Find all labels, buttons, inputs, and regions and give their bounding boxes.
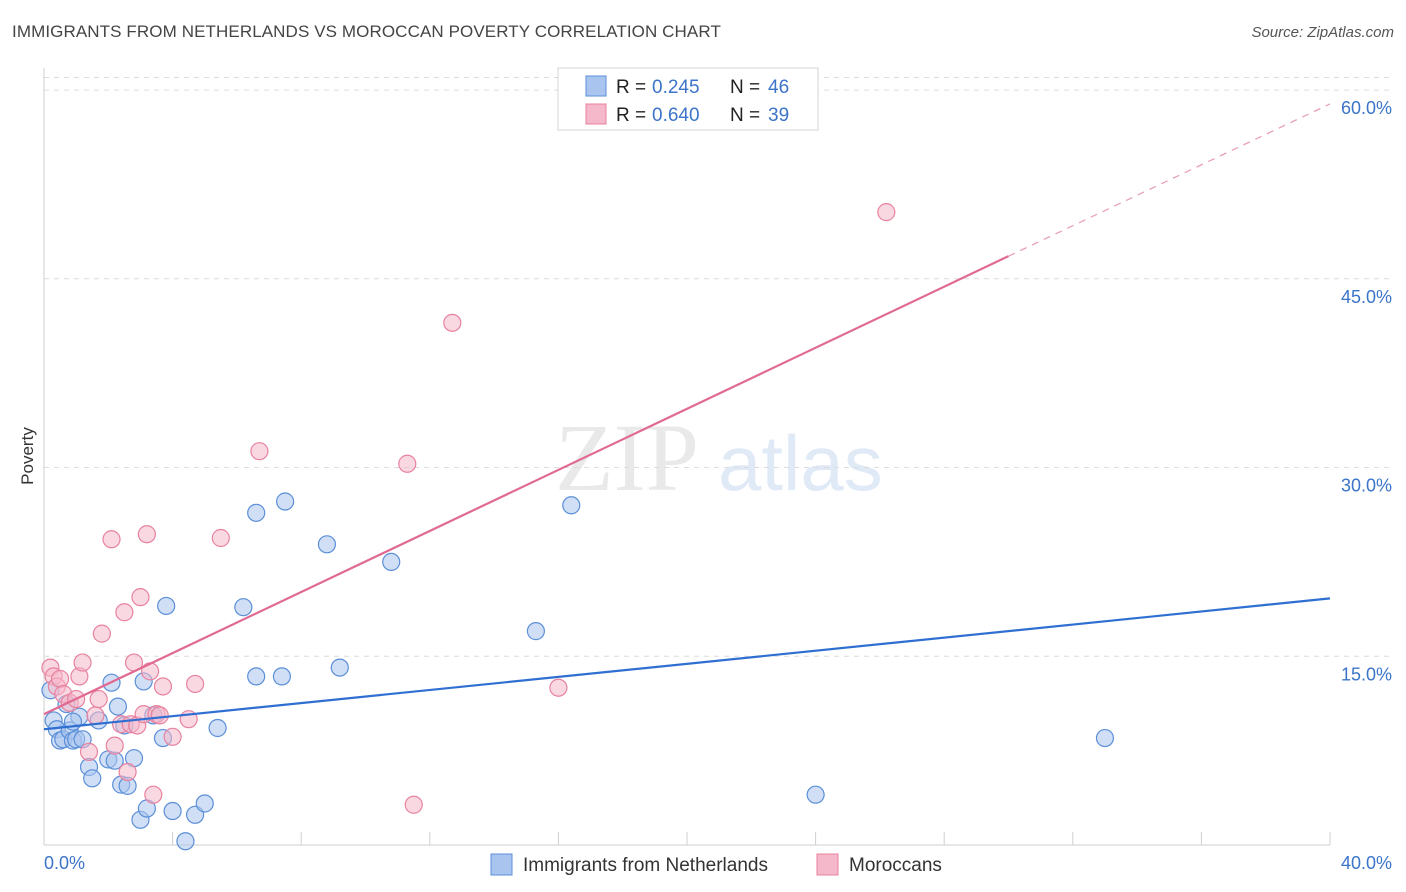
data-point: [208, 718, 227, 738]
data-point: [211, 528, 230, 548]
data-point: [105, 736, 124, 755]
data-point: [250, 442, 269, 461]
trend-line-moroccans-extrapolated: [1008, 103, 1331, 257]
data-point: [806, 785, 825, 804]
chart-source: Source: ZipAtlas.com: [1251, 24, 1394, 41]
data-point: [195, 794, 214, 813]
y-tick-label: 30.0%: [1341, 476, 1392, 496]
bottom-legend-label-moroccans: Moroccans: [849, 855, 942, 876]
data-point: [382, 552, 401, 572]
data-point: [73, 653, 92, 672]
trend-lines: [43, 103, 1331, 731]
data-point: [144, 785, 163, 804]
data-point: [247, 503, 266, 522]
chart-title: IMMIGRANTS FROM NETHERLANDS VS MOROCCAN …: [12, 22, 721, 41]
legend-n-label-moroccans: N =: [730, 105, 760, 126]
bottom-legend-swatch-netherlands: [490, 853, 513, 876]
x-ticks: [172, 832, 1331, 845]
data-point: [118, 762, 137, 782]
bottom-legend-label-netherlands: Immigrants from Netherlands: [523, 855, 768, 876]
data-point: [150, 706, 169, 725]
data-point: [526, 622, 545, 641]
data-point: [108, 697, 128, 716]
data-point: [562, 496, 581, 515]
data-point: [163, 801, 182, 821]
series-netherlands-points: [41, 492, 1115, 851]
y-tick-labels: 15.0% 30.0% 45.0% 60.0%: [1341, 98, 1392, 684]
data-point: [1095, 728, 1115, 748]
data-point: [276, 492, 295, 511]
data-point: [79, 742, 99, 761]
legend-r-value-moroccans: 0.640: [652, 105, 700, 126]
data-point: [89, 689, 108, 709]
data-point: [163, 727, 182, 746]
data-point: [317, 535, 337, 554]
data-point: [272, 667, 292, 686]
x-tick-label-max: 40.0%: [1341, 853, 1392, 873]
data-point: [443, 313, 462, 332]
legend-swatch-moroccans: [585, 103, 607, 125]
legend-n-label-netherlands: N =: [730, 77, 760, 98]
legend-n-value-netherlands: 46: [768, 77, 789, 98]
legend-box: R = 0.245 N = 46 R = 0.640 N = 39: [557, 67, 819, 131]
y-tick-label: 60.0%: [1341, 98, 1392, 118]
data-point: [549, 678, 568, 697]
data-point: [176, 832, 195, 851]
trend-line-moroccans: [43, 255, 1009, 716]
data-point: [186, 674, 205, 694]
y-tick-label: 15.0%: [1341, 664, 1392, 684]
legend-r-value-netherlands: 0.245: [652, 77, 700, 98]
data-point: [86, 706, 105, 725]
data-point: [330, 658, 349, 677]
watermark-zip: ZIP: [555, 404, 699, 511]
x-tick-labels: 0.0% 40.0%: [44, 853, 1392, 873]
data-point: [115, 603, 134, 622]
data-point: [102, 530, 121, 549]
watermark-atlas: atlas: [718, 419, 883, 507]
data-point: [157, 596, 176, 616]
bottom-legend: Immigrants from Netherlands Moroccans: [490, 853, 942, 876]
data-point: [92, 624, 111, 643]
data-point: [398, 454, 417, 473]
legend-swatch-netherlands: [585, 75, 607, 97]
series-moroccans-points: [41, 203, 896, 814]
bottom-legend-swatch-moroccans: [816, 853, 839, 876]
trend-line-netherlands: [43, 597, 1331, 731]
watermark: ZIP atlas: [555, 404, 883, 511]
x-tick-label-min: 0.0%: [44, 853, 85, 873]
data-point: [247, 667, 266, 686]
data-point: [131, 588, 150, 607]
data-point: [83, 769, 102, 788]
y-axis-label: Poverty: [18, 427, 37, 485]
legend-r-label-netherlands: R =: [616, 77, 646, 98]
data-point: [153, 677, 173, 696]
data-point: [877, 203, 896, 222]
y-tick-label: 45.0%: [1341, 287, 1392, 307]
legend-n-value-moroccans: 39: [768, 105, 789, 126]
legend-r-label-moroccans: R =: [616, 105, 646, 126]
data-point: [234, 598, 253, 617]
data-point: [137, 525, 156, 544]
gridlines: [44, 77, 1392, 657]
data-point: [404, 795, 423, 814]
data-point: [50, 669, 70, 689]
